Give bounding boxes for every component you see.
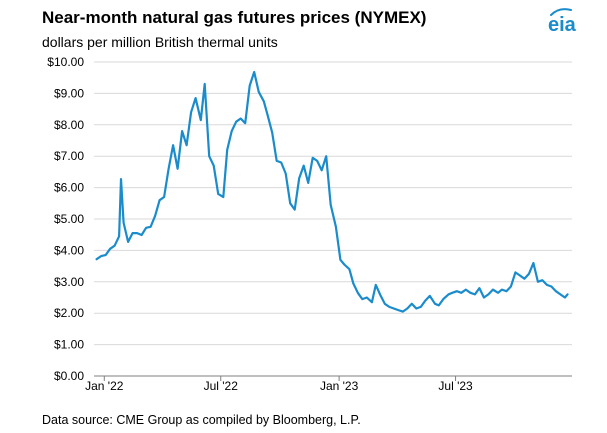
- chart-title: Near-month natural gas futures prices (N…: [42, 8, 427, 27]
- x-tick-label: Jul '23: [438, 379, 473, 393]
- y-tick-labels: $0.00 $1.00 $2.00 $3.00 $4.00 $5.00 $6.00 $7.00…: [47, 55, 84, 383]
- series-layer: [95, 70, 569, 313]
- x-tick-label: Jan '22: [85, 379, 124, 393]
- x-tick-label: Jul '22: [204, 379, 239, 393]
- y-tick-label: $4.00: [54, 243, 84, 257]
- y-tick-label: $0.00: [54, 369, 84, 383]
- y-tick-label: $10.00: [47, 55, 84, 69]
- y-tick-label: $7.00: [54, 149, 84, 163]
- svg-text:eia: eia: [548, 14, 577, 36]
- eia-logo: eia: [548, 8, 577, 36]
- chart-subtitle: dollars per million British thermal unit…: [42, 34, 278, 50]
- y-tick-label: $1.00: [54, 338, 84, 352]
- y-tick-label: $3.00: [54, 275, 84, 289]
- y-tick-label: $6.00: [54, 181, 84, 195]
- axes: [94, 375, 572, 381]
- y-tick-label: $5.00: [54, 212, 84, 226]
- x-tick-labels: Jan '22 Jul '22 Jan '23 Jul '23: [85, 379, 473, 393]
- series-line-0: [95, 70, 569, 313]
- y-tick-label: $8.00: [54, 118, 84, 132]
- data-source-note: Data source: CME Group as compiled by Bl…: [42, 413, 361, 427]
- y-tick-label: $2.00: [54, 306, 84, 320]
- x-tick-label: Jan '23: [320, 379, 359, 393]
- gridlines: [94, 61, 572, 346]
- y-tick-label: $9.00: [54, 86, 84, 100]
